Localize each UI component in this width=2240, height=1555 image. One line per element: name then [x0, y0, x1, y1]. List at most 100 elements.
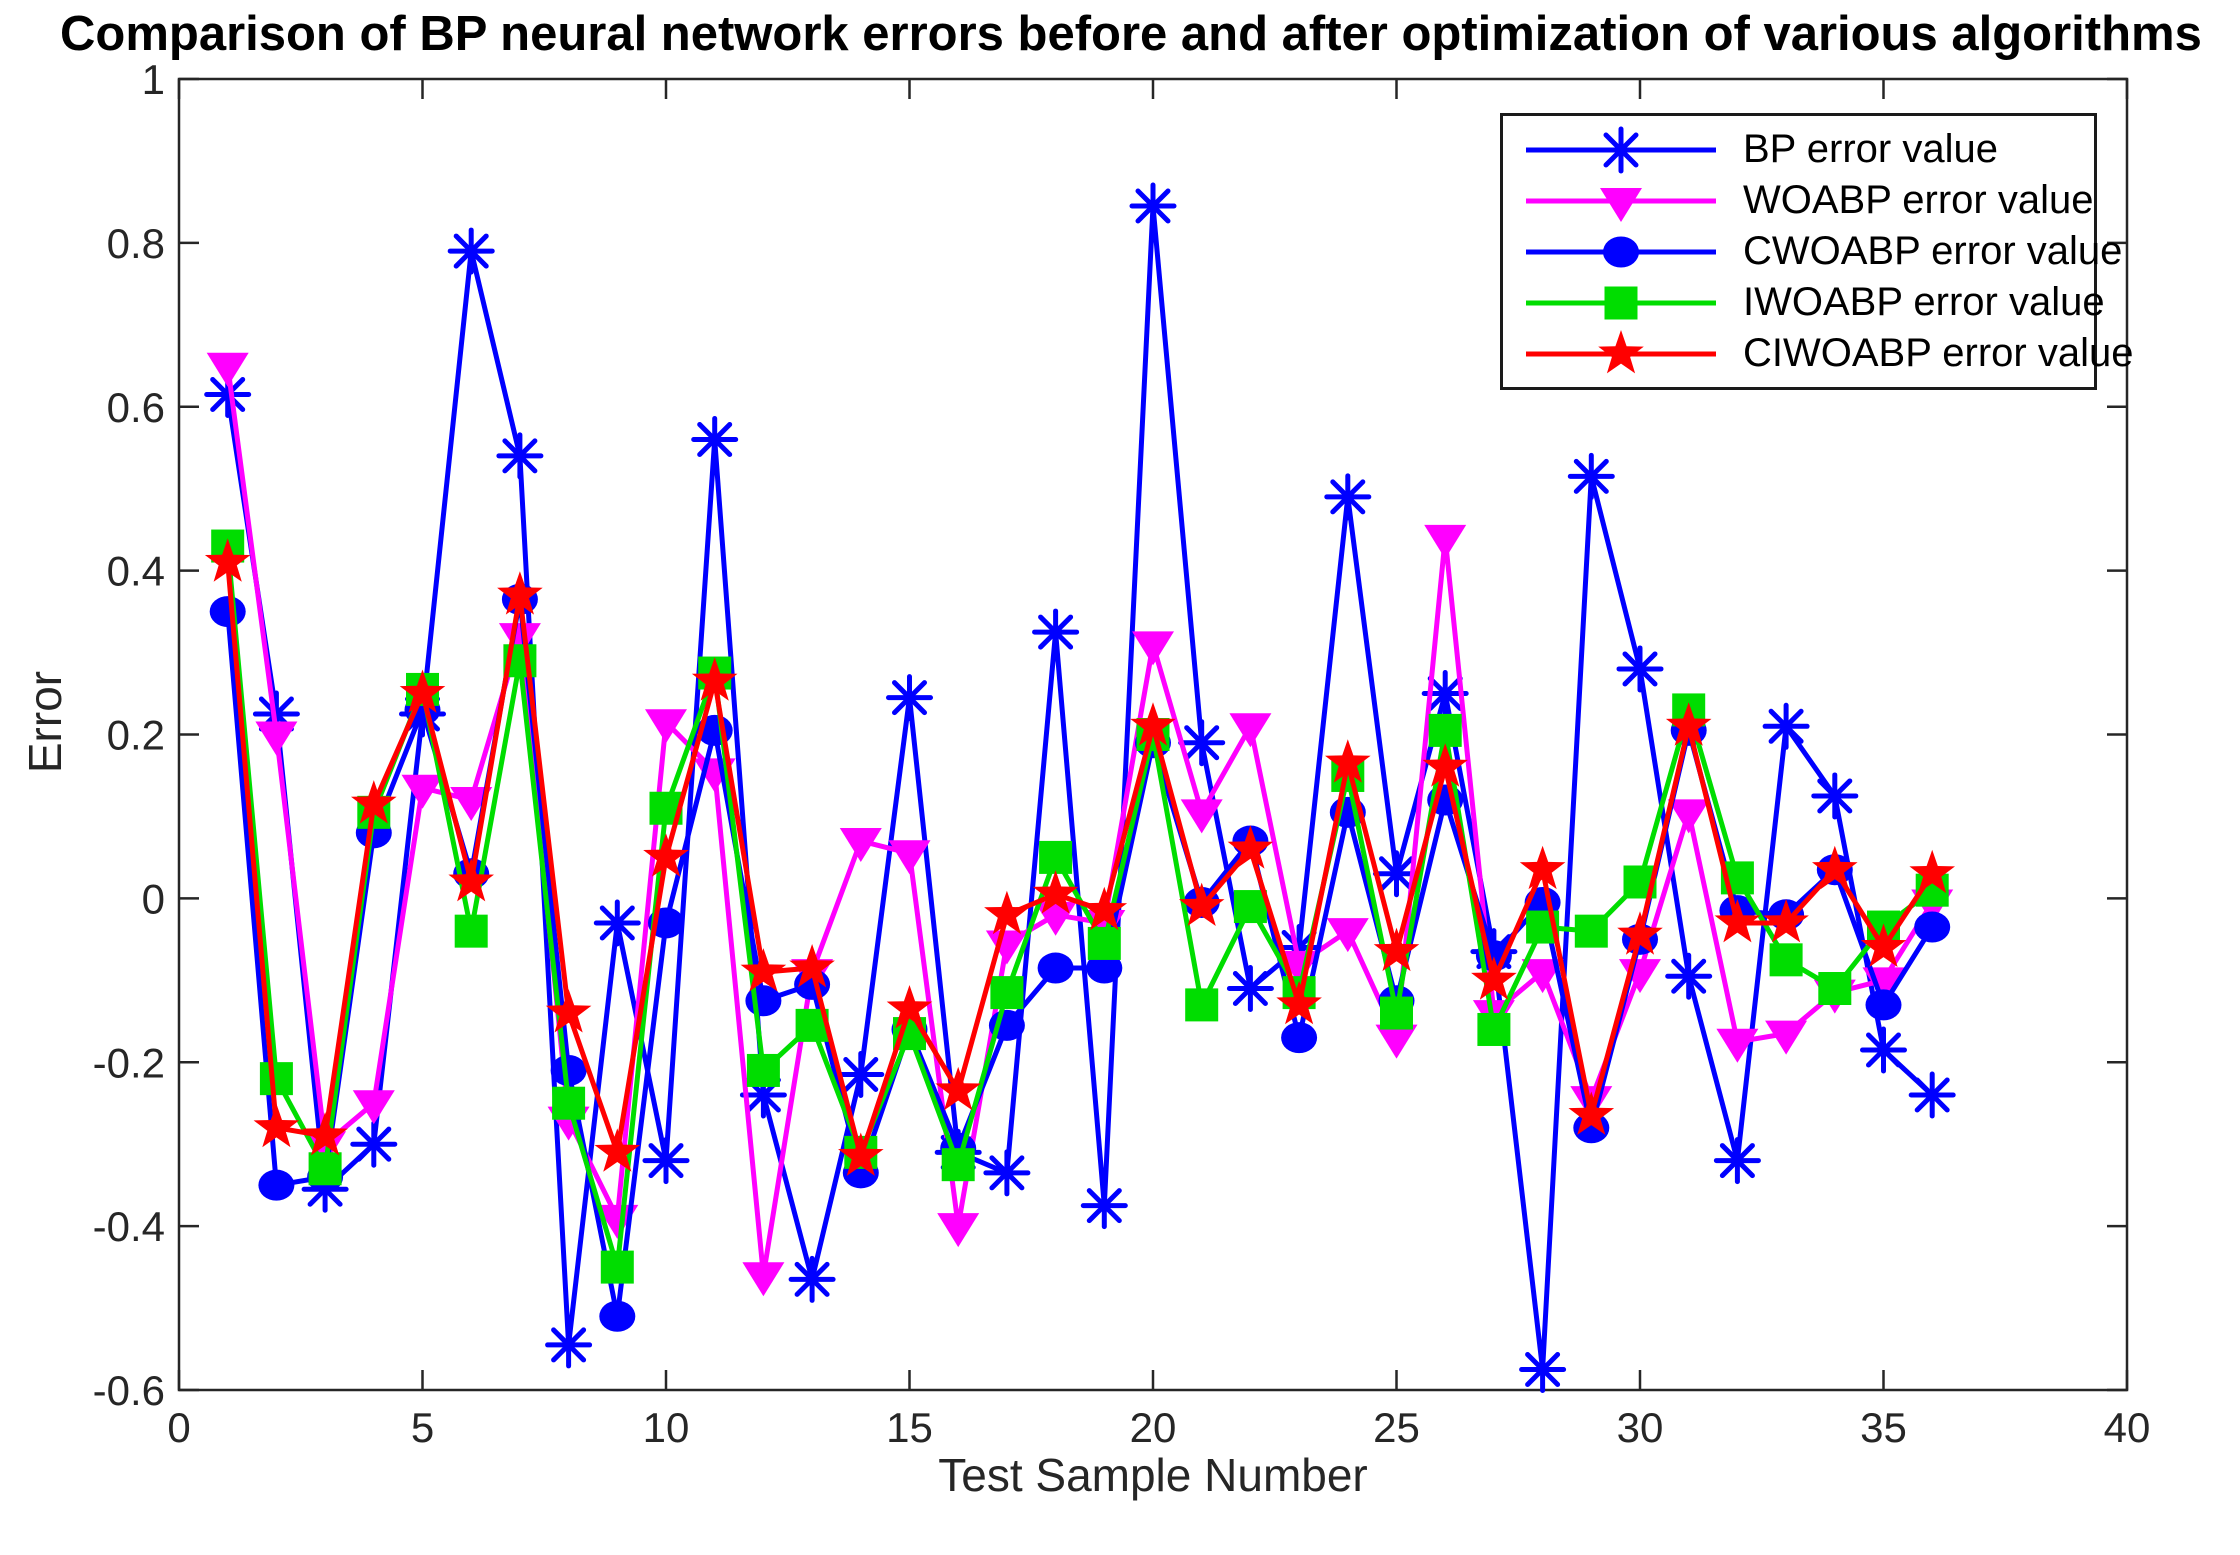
triangle-down-marker — [1375, 1024, 1418, 1059]
asterisk-marker — [593, 899, 641, 947]
asterisk-marker — [1762, 702, 1810, 750]
star-marker — [1227, 825, 1274, 869]
star-marker — [594, 1128, 641, 1172]
asterisk-marker — [447, 227, 495, 275]
triangle-down-marker — [1521, 959, 1564, 994]
square-marker — [600, 1250, 634, 1284]
asterisk-marker — [1129, 182, 1177, 230]
star-marker — [497, 571, 543, 615]
star-marker — [1519, 845, 1566, 890]
asterisk-marker — [983, 1149, 1031, 1197]
star-marker — [740, 948, 787, 992]
circle-marker — [258, 1169, 295, 1201]
triangle-down-marker — [1667, 799, 1710, 834]
circle-marker — [209, 596, 246, 628]
square-marker — [1818, 972, 1852, 1006]
triangle-down-marker — [985, 930, 1028, 965]
square-marker — [990, 976, 1024, 1010]
legend-sample-line — [1526, 236, 1716, 267]
x-tick-label: 0 — [167, 1404, 190, 1451]
circle-marker — [599, 1300, 636, 1332]
square-marker — [941, 1148, 975, 1182]
y-tick-label: 0.8 — [107, 220, 165, 267]
star-marker — [1665, 702, 1712, 746]
triangle-down-marker — [1180, 799, 1223, 834]
square-marker — [454, 914, 488, 948]
legend-item-iwoabp[interactable]: IWOABP error value — [1521, 278, 2105, 328]
square-marker — [1185, 988, 1219, 1022]
star-marker — [1178, 882, 1225, 926]
star-marker — [935, 1066, 981, 1111]
series-woabp — [206, 352, 1954, 1297]
legend: BP error value WOABP error value CWOABP er… — [1500, 113, 2134, 390]
square-marker — [1039, 840, 1073, 874]
asterisk-marker — [1519, 1346, 1567, 1394]
star-marker — [691, 657, 738, 701]
star-marker — [838, 1132, 884, 1176]
x-tick-label: 5 — [411, 1404, 434, 1451]
asterisk-marker — [545, 1321, 593, 1369]
asterisk-marker — [1616, 645, 1664, 693]
asterisk-marker — [642, 1137, 690, 1185]
triangle-down-marker — [742, 1262, 785, 1297]
star-marker — [1373, 927, 1420, 972]
square-marker — [1477, 1012, 1511, 1046]
triangle-down-marker — [937, 1213, 980, 1248]
triangle-down-marker — [645, 709, 687, 744]
asterisk-marker — [886, 674, 933, 722]
asterisk-marker — [1032, 608, 1080, 656]
x-tick-label: 20 — [1130, 1404, 1177, 1451]
x-tick-label: 35 — [1860, 1404, 1907, 1451]
triangle-down-marker — [352, 1090, 395, 1125]
circle-marker — [1086, 952, 1123, 984]
star-marker — [643, 833, 689, 877]
square-marker — [1769, 943, 1803, 977]
y-tick-label: 0 — [142, 875, 165, 922]
square-marker — [308, 1152, 342, 1186]
triangle-down-marker — [1229, 713, 1272, 748]
square-marker — [1574, 914, 1608, 948]
x-tick-label: 40 — [2104, 1404, 2151, 1451]
asterisk-marker — [1811, 772, 1859, 820]
asterisk-marker — [1324, 473, 1372, 521]
series-ciwoabp — [204, 538, 1955, 1176]
legend-item-cwoabp[interactable]: CWOABP error value — [1521, 227, 2122, 277]
square-marker — [1087, 926, 1121, 960]
asterisk-marker — [496, 432, 544, 480]
legend-item-ciwoabp[interactable]: CIWOABP error value — [1521, 329, 2134, 379]
star-marker — [789, 944, 835, 988]
legend-label: CWOABP error value — [1743, 229, 2123, 273]
x-tick-label: 10 — [643, 1404, 690, 1451]
triangle-down-marker — [1716, 1028, 1759, 1063]
asterisk-marker — [788, 1255, 836, 1303]
asterisk-marker — [1373, 850, 1420, 898]
asterisk-marker — [691, 416, 739, 464]
asterisk-marker — [1665, 952, 1713, 1000]
square-marker — [1604, 286, 1638, 319]
star-marker — [448, 858, 494, 902]
y-tick-label: -0.4 — [93, 1203, 165, 1250]
legend-item-bp[interactable]: BP error value — [1521, 125, 2094, 175]
triangle-down-marker — [1765, 1020, 1808, 1055]
square-marker — [1233, 890, 1267, 924]
circle-marker — [1037, 952, 1074, 984]
legend-sample-line — [1526, 286, 1716, 319]
y-tick-label: 1 — [142, 56, 165, 103]
star-marker — [886, 985, 933, 1029]
legend-label: IWOABP error value — [1743, 280, 2105, 324]
asterisk-marker — [1226, 965, 1274, 1013]
square-marker — [552, 1086, 586, 1120]
star-marker — [984, 890, 1030, 935]
star-marker — [1568, 1091, 1615, 1135]
star-marker — [1422, 743, 1468, 787]
star-marker — [1909, 849, 1955, 894]
star-marker — [1471, 956, 1517, 1000]
asterisk-marker — [1908, 1071, 1956, 1119]
triangle-down-marker — [888, 840, 931, 875]
legend-item-woabp[interactable]: WOABP error value — [1521, 176, 2094, 226]
triangle-down-marker — [1424, 524, 1467, 559]
legend-label: BP error value — [1743, 127, 1998, 171]
square-marker — [1380, 996, 1413, 1030]
y-tick-label: 0.2 — [107, 712, 165, 759]
